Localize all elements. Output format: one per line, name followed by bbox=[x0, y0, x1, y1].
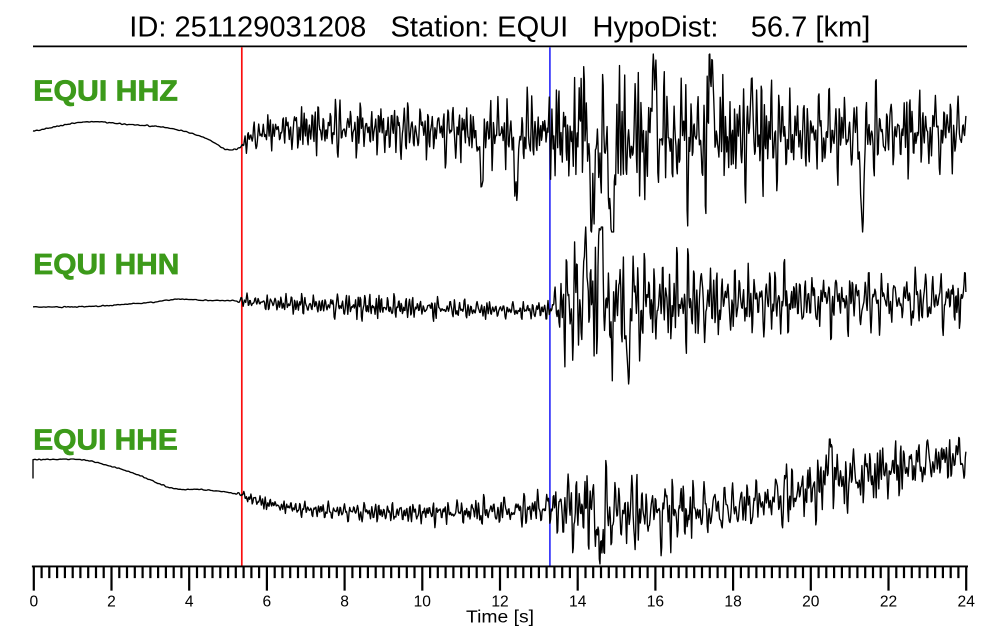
svg-text:10: 10 bbox=[414, 594, 432, 611]
svg-text:0: 0 bbox=[29, 594, 38, 611]
svg-text:16: 16 bbox=[647, 594, 664, 611]
svg-text:6: 6 bbox=[263, 594, 272, 611]
svg-text:14: 14 bbox=[569, 594, 587, 611]
svg-text:2: 2 bbox=[107, 594, 116, 611]
svg-text:EQUI HHN: EQUI HHN bbox=[33, 249, 179, 281]
svg-text:12: 12 bbox=[491, 594, 508, 611]
svg-text:ID: 251129031208 Station: EQ: ID: 251129031208 Station: EQUI HypoDist:… bbox=[129, 11, 870, 43]
svg-text:8: 8 bbox=[340, 594, 349, 611]
svg-text:EQUI HHZ: EQUI HHZ bbox=[33, 76, 178, 108]
svg-text:18: 18 bbox=[724, 594, 741, 611]
svg-text:4: 4 bbox=[185, 594, 194, 611]
svg-text:20: 20 bbox=[802, 594, 820, 611]
svg-text:EQUI HHE: EQUI HHE bbox=[33, 425, 178, 457]
svg-text:24: 24 bbox=[958, 594, 976, 611]
svg-text:Time [s]: Time [s] bbox=[466, 606, 534, 626]
svg-text:22: 22 bbox=[880, 594, 897, 611]
